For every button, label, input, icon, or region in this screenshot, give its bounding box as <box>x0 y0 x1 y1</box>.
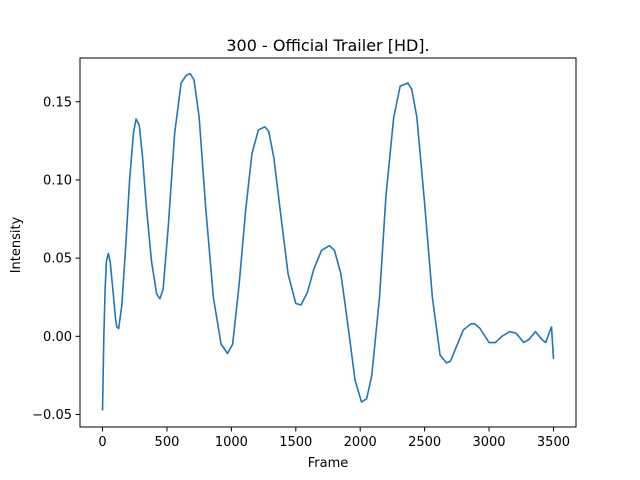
y-axis-label: Intensity <box>9 216 24 273</box>
y-tick-label: −0.05 <box>32 408 72 423</box>
x-tick-label: 2000 <box>344 435 377 450</box>
x-tick-label: 2500 <box>408 435 441 450</box>
plot-area <box>101 72 555 411</box>
x-tick-label: 3500 <box>537 435 570 450</box>
y-tick-label: 0.10 <box>43 173 72 188</box>
y-tick-label: 0.15 <box>43 95 72 110</box>
x-tick-label: 1500 <box>279 435 312 450</box>
y-tick-label: 0.00 <box>43 330 72 345</box>
plot-frame <box>79 57 577 428</box>
y-axis-ticks: −0.05 0.00 0.05 0.10 0.15 <box>32 95 80 423</box>
chart-title: 300 - Official Trailer [HD]. <box>226 36 429 55</box>
x-tick-label: 0 <box>98 435 106 450</box>
x-tick-label: 500 <box>155 435 180 450</box>
y-tick-label: 0.05 <box>43 252 72 267</box>
x-tick-label: 3000 <box>472 435 505 450</box>
x-tick-label: 1000 <box>215 435 248 450</box>
series-line-0 <box>101 72 555 411</box>
x-axis-label: Frame <box>308 456 349 471</box>
x-axis-ticks: 0 500 1000 1500 2000 2500 3000 3500 <box>98 427 570 450</box>
